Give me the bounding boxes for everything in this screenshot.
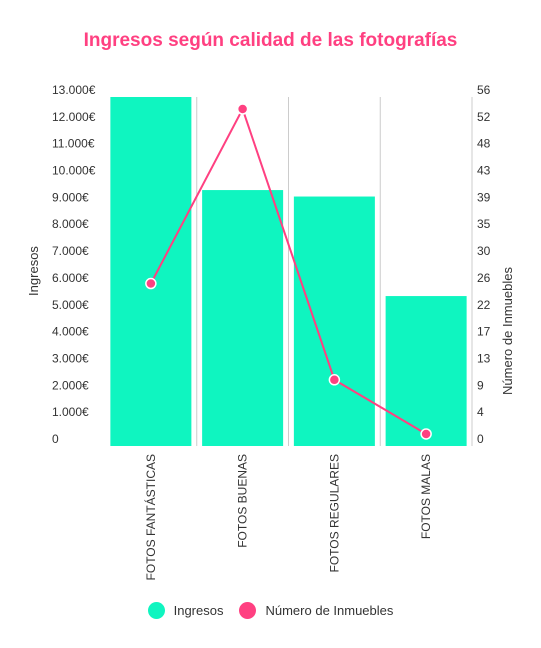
chart-area: 0 1.000€ 2.000€ 3.000€ 4.000€ 5.000€ 6.000€ 7.0… — [26, 83, 515, 580]
x-tick-label: FOTOS REGULARES — [327, 454, 341, 572]
bar — [110, 97, 192, 446]
y2-tick-label: 48 — [477, 137, 491, 151]
y2-tick-label: 26 — [477, 271, 491, 285]
y-tick-label: 7.000€ — [52, 244, 89, 258]
y-tick-label: 0 — [52, 432, 59, 446]
y2-tick-label: 39 — [477, 190, 491, 204]
series-line-inmuebles — [149, 106, 427, 435]
data-point — [328, 374, 341, 386]
y2-tick-label: 35 — [477, 217, 491, 231]
legend: Ingresos Número de Inmuebles — [0, 602, 541, 619]
x-tick-label: FOTOS FANTÁSTICAS — [143, 454, 158, 580]
y-tick-label: 8.000€ — [52, 217, 89, 231]
y-tick-label: 5.000€ — [52, 298, 89, 312]
chart-title: Ingresos según calidad de las fotografía… — [83, 30, 458, 51]
y-tick-label: 1.000€ — [52, 405, 89, 419]
y2-tick-label: 4 — [477, 405, 484, 419]
bar — [385, 296, 467, 446]
y-tick-label: 12.000€ — [52, 110, 96, 124]
x-tick-label: FOTOS BUENAS — [236, 454, 250, 548]
y2-axis-label: Número de Inmuebles — [500, 267, 515, 395]
y2-tick-label: 0 — [477, 432, 484, 446]
bar — [202, 190, 284, 446]
data-point — [420, 428, 432, 440]
y2-tick-label: 43 — [477, 164, 491, 178]
y-tick-label: 6.000€ — [52, 271, 89, 285]
legend-label-ingresos: Ingresos — [173, 603, 224, 618]
y-tick-label: 9.000€ — [52, 190, 89, 204]
legend-item-inmuebles[interactable]: Número de Inmuebles — [239, 602, 393, 619]
y-tick-label: 13.000€ — [52, 83, 96, 97]
legend-item-ingresos[interactable]: Ingresos — [147, 602, 224, 619]
y-tick-label: 2.000€ — [52, 378, 89, 392]
y-tick-label: 3.000€ — [52, 351, 89, 365]
y-tick-label: 11.000€ — [52, 137, 95, 151]
y2-tick-label: 22 — [477, 298, 491, 312]
y2-tick-label: 56 — [477, 83, 491, 97]
y-tick-label: 4.000€ — [52, 325, 89, 339]
y2-tick-label: 52 — [477, 110, 491, 124]
bar — [293, 196, 375, 446]
y2-tick-label: 17 — [477, 325, 491, 339]
legend-swatch-ingresos — [147, 602, 165, 619]
y2-tick-label: 13 — [477, 351, 491, 365]
y-axis-label: Ingresos — [26, 246, 41, 296]
legend-swatch-inmuebles — [239, 602, 257, 619]
legend-label-inmuebles: Número de Inmuebles — [265, 603, 394, 618]
data-point — [236, 103, 249, 115]
y2-tick-label: 9 — [477, 378, 484, 392]
data-point — [145, 277, 157, 290]
y-tick-label: 10.000€ — [52, 164, 96, 178]
y2-tick-label: 30 — [477, 244, 491, 258]
x-tick-label: FOTOS MALAS — [419, 454, 433, 539]
